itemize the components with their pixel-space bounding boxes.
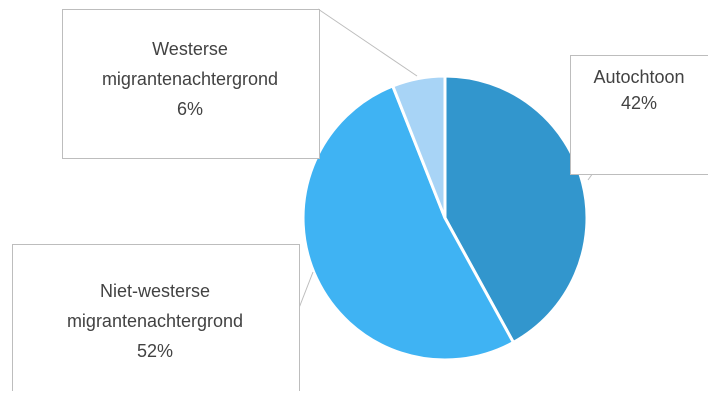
slice-label-autochtoon: Autochtoon — [593, 67, 684, 87]
data-label-autochtoon: 42% — [621, 93, 657, 113]
slice-label-westerse-migrantenachtergrond: migrantenachtergrond — [102, 69, 278, 89]
slice-label-westerse-migrantenachtergrond: Westerse — [152, 39, 228, 59]
callout-leader-niet-westerse-migrantenachtergrond — [299, 272, 313, 308]
slice-label-niet-westerse-migrantenachtergrond: migrantenachtergrond — [67, 311, 243, 331]
callout-leader-westerse-migrantenachtergrond — [318, 9, 417, 76]
callout-niet-westerse-migrantenachtergrond: Niet-westerse migrantenachtergrond 52% — [13, 245, 314, 392]
pie-slices — [303, 76, 587, 360]
callout-autochtoon: Autochtoon 42% — [571, 56, 708, 181]
slice-label-niet-westerse-migrantenachtergrond: Niet-westerse — [100, 281, 210, 301]
data-label-niet-westerse-migrantenachtergrond: 52% — [137, 341, 173, 361]
data-label-westerse-migrantenachtergrond: 6% — [177, 99, 203, 119]
